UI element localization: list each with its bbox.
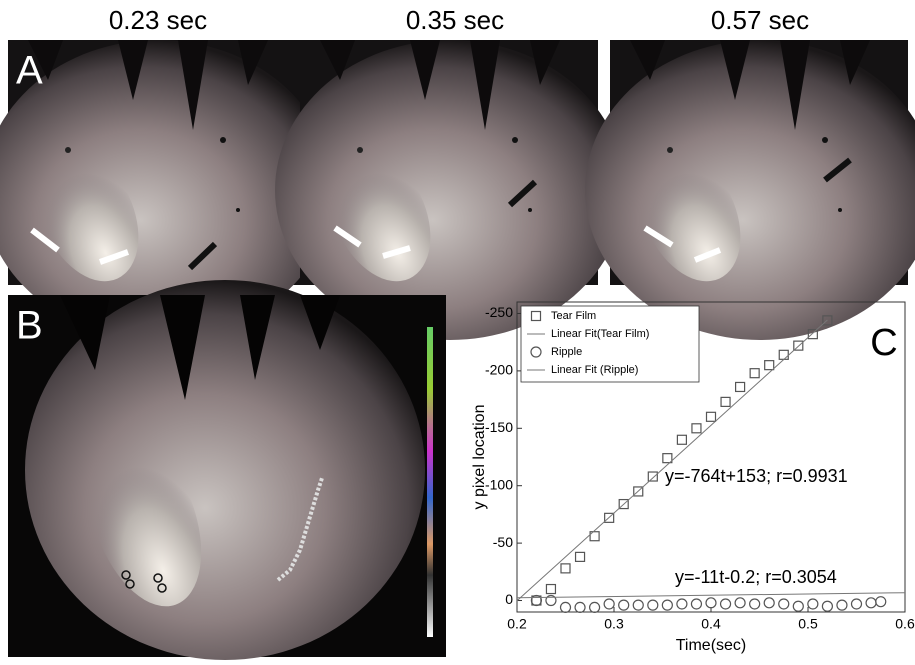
point bbox=[633, 486, 644, 497]
image-a3 bbox=[585, 40, 915, 340]
point bbox=[749, 598, 761, 610]
point bbox=[604, 512, 615, 523]
legend-label: Linear Fit (Ripple) bbox=[551, 364, 638, 376]
point bbox=[560, 563, 571, 574]
y-tick-label: -100 bbox=[485, 476, 513, 492]
point bbox=[705, 411, 717, 422]
panel-label: C bbox=[870, 322, 897, 364]
point bbox=[676, 434, 688, 445]
point bbox=[822, 315, 833, 326]
point bbox=[545, 594, 557, 607]
point bbox=[792, 600, 804, 612]
y-tick-label: -150 bbox=[485, 419, 513, 435]
point bbox=[559, 601, 572, 614]
point bbox=[793, 340, 804, 351]
point bbox=[734, 597, 746, 609]
point bbox=[836, 599, 848, 611]
point bbox=[720, 396, 731, 407]
annotation: y=-11t-0.2; r=0.3054 bbox=[675, 567, 837, 587]
point bbox=[705, 597, 717, 609]
time-label: 0.23 sec bbox=[109, 5, 207, 35]
point bbox=[875, 596, 887, 608]
point bbox=[719, 598, 732, 610]
time-label: 0.57 sec bbox=[711, 5, 809, 35]
point bbox=[807, 598, 819, 610]
panel-label: B bbox=[16, 304, 43, 348]
point bbox=[778, 598, 790, 610]
y-tick-label: -200 bbox=[485, 362, 513, 378]
arrows bbox=[30, 157, 852, 271]
point bbox=[690, 598, 703, 610]
legend-swatch bbox=[530, 310, 542, 322]
legend-label: Ripple bbox=[551, 346, 582, 358]
point bbox=[632, 599, 644, 611]
legend-label: Linear Fit(Tear Film) bbox=[551, 328, 649, 340]
point bbox=[647, 471, 658, 482]
point bbox=[603, 598, 615, 610]
time-label: 0.35 sec bbox=[406, 5, 504, 35]
point bbox=[661, 599, 673, 611]
fit-line bbox=[516, 319, 828, 602]
x-tick-label: 0.5 bbox=[798, 616, 818, 632]
image-b bbox=[8, 280, 446, 660]
point bbox=[588, 601, 601, 614]
point bbox=[763, 597, 775, 609]
point bbox=[574, 601, 586, 614]
point bbox=[691, 423, 702, 434]
annotation: y=-764t+153; r=0.9931 bbox=[665, 466, 848, 486]
point bbox=[618, 498, 629, 510]
x-tick-label: 0.4 bbox=[701, 616, 721, 632]
y-tick-label: -250 bbox=[485, 304, 513, 320]
y-tick-label: -50 bbox=[493, 534, 513, 550]
point bbox=[764, 360, 775, 371]
point bbox=[545, 583, 557, 595]
point bbox=[821, 600, 834, 612]
panel-label: A bbox=[16, 49, 43, 93]
point bbox=[574, 551, 586, 562]
point bbox=[749, 368, 760, 379]
point bbox=[734, 381, 746, 393]
y-axis-label: y pixel location bbox=[471, 405, 488, 510]
point bbox=[662, 453, 673, 464]
x-tick-label: 0.3 bbox=[604, 616, 624, 632]
fit-line bbox=[516, 592, 906, 599]
x-axis-label: Time(sec) bbox=[676, 637, 747, 654]
point bbox=[647, 599, 659, 611]
point bbox=[676, 598, 688, 610]
point bbox=[865, 597, 877, 609]
point bbox=[850, 598, 863, 610]
point bbox=[807, 329, 818, 340]
legend-label: Tear Film bbox=[551, 310, 596, 322]
point bbox=[778, 349, 789, 360]
point bbox=[530, 594, 543, 607]
x-tick-label: 0.6 bbox=[895, 616, 915, 632]
point bbox=[618, 599, 630, 611]
point bbox=[589, 531, 600, 542]
y-tick-label: 0 bbox=[505, 591, 513, 607]
legend-swatch bbox=[530, 346, 542, 358]
x-tick-label: 0.2 bbox=[507, 616, 527, 632]
legend-box bbox=[520, 305, 700, 383]
